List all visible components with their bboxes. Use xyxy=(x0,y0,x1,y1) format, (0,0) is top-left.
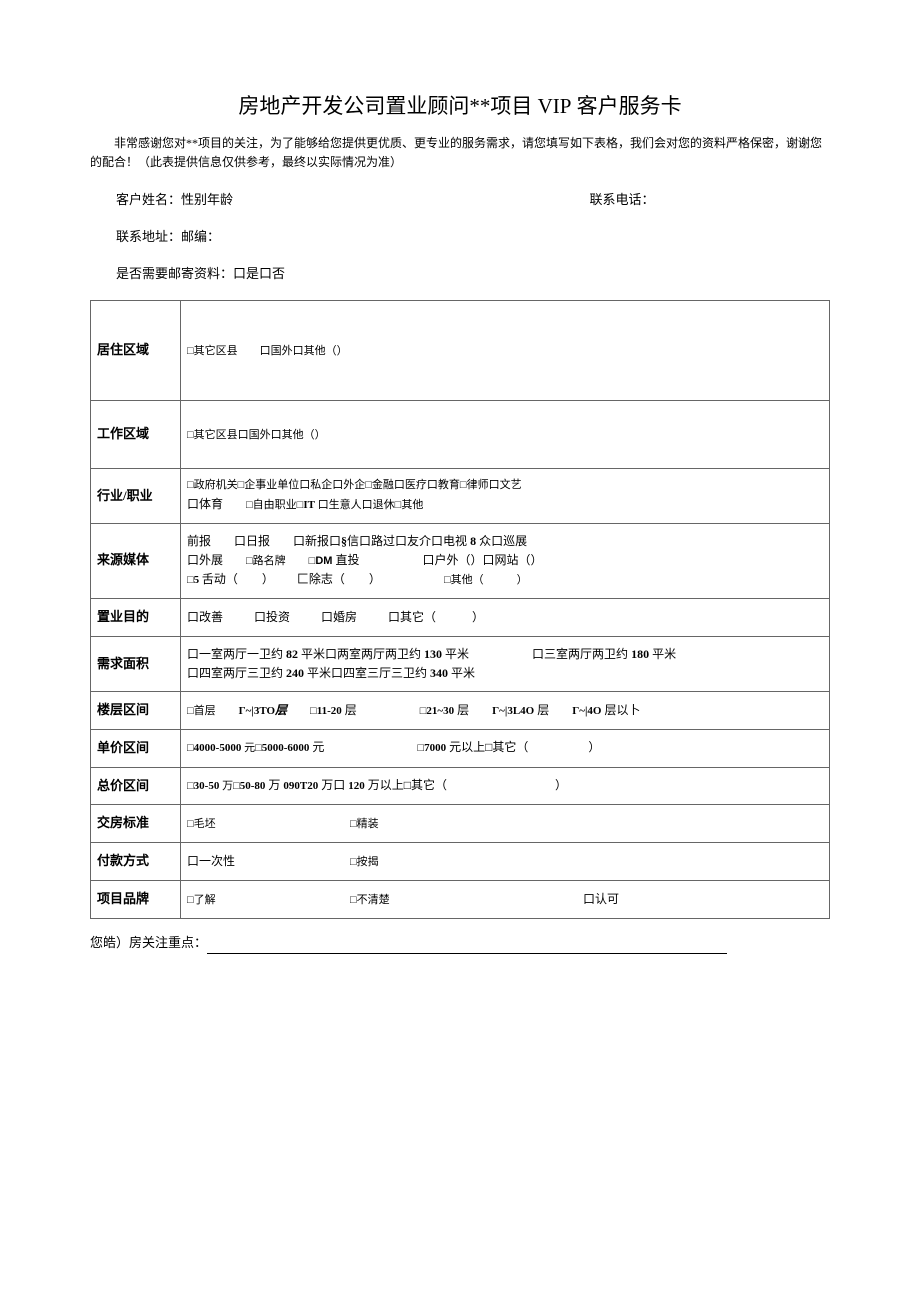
title-post: 客户服务卡 xyxy=(571,94,681,118)
row-media: 来源媒体 前报 口日报 口新报口§信口路过口友介口电视 8 众口巡展 口外展 □… xyxy=(91,523,830,598)
totalprice-cell[interactable]: □30-50 万□50-80 万 090T20 万口 120 万以上□其它（ ） xyxy=(181,767,830,805)
row-pay: 付款方式 口一次性 □按揭 xyxy=(91,843,830,881)
footer-label: 您皓）房关注重点： xyxy=(90,935,207,950)
form-table: 居住区域 □其它区县 口国外口其他（） 工作区域 □其它区县口国外口其他（） 行… xyxy=(90,300,830,919)
row-area: 需求面积 口一室两厅一卫约 82 平米口两室两厅两卫约 130 平米 口三室两厅… xyxy=(91,636,830,691)
purpose-label: 置业目的 xyxy=(91,598,181,636)
footer-focus-line: 您皓）房关注重点： xyxy=(90,933,830,954)
row-floor: 楼层区间 □首层 Γ~|3TO层 □11-20 层 □21~30 层 Γ~|3L… xyxy=(91,692,830,730)
field-address-row: 联系地址：邮编： xyxy=(116,227,830,248)
media-label: 来源媒体 xyxy=(91,523,181,598)
live-region-label: 居住区域 xyxy=(91,301,181,401)
field-name-row: 客户姓名：性别年龄 联系电话： xyxy=(116,190,830,211)
row-work-region: 工作区域 □其它区县口国外口其他（） xyxy=(91,401,830,469)
unitprice-cell[interactable]: □4000-5000 元□5000-6000 元 □7000 元以上□其它（ ） xyxy=(181,729,830,767)
deliver-cell[interactable]: □毛坯 □精装 xyxy=(181,805,830,843)
title-vip: VIP xyxy=(538,94,572,118)
unitprice-label: 单价区间 xyxy=(91,729,181,767)
purpose-cell[interactable]: 口改善 口投资 口婚房 口其它（ ） xyxy=(181,598,830,636)
title-pre: 房地产开发公司置业顾问**项目 xyxy=(238,94,537,118)
live-region-cell[interactable]: □其它区县 口国外口其他（） xyxy=(181,301,830,401)
row-purpose: 置业目的 口改善 口投资 口婚房 口其它（ ） xyxy=(91,598,830,636)
row-totalprice: 总价区间 □30-50 万□50-80 万 090T20 万口 120 万以上□… xyxy=(91,767,830,805)
row-unitprice: 单价区间 □4000-5000 元□5000-6000 元 □7000 元以上□… xyxy=(91,729,830,767)
job-cell[interactable]: □政府机关□企事业单位口私企口外企□金融口医疗口教育□律师口文艺 口体育 □自由… xyxy=(181,469,830,523)
address-label: 联系地址：邮编： xyxy=(116,229,220,244)
customer-name-label: 客户姓名：性别年龄 xyxy=(116,192,233,207)
intro-text: 非常感谢您对**项目的关注，为了能够给您提供更优质、更专业的服务需求，请您填写如… xyxy=(90,134,830,172)
row-brand: 项目品牌 □了解 □不清楚 口认可 xyxy=(91,881,830,919)
footer-blank-line[interactable] xyxy=(207,940,727,954)
media-cell[interactable]: 前报 口日报 口新报口§信口路过口友介口电视 8 众口巡展 口外展 □路名牌 □… xyxy=(181,523,830,598)
phone-label: 联系电话： xyxy=(590,192,655,207)
area-cell[interactable]: 口一室两厅一卫约 82 平米口两室两厅两卫约 130 平米 口三室两厅两卫约 1… xyxy=(181,636,830,691)
totalprice-label: 总价区间 xyxy=(91,767,181,805)
work-region-label: 工作区域 xyxy=(91,401,181,469)
document-title: 房地产开发公司置业顾问**项目 VIP 客户服务卡 xyxy=(90,90,830,124)
deliver-label: 交房标准 xyxy=(91,805,181,843)
floor-label: 楼层区间 xyxy=(91,692,181,730)
row-live-region: 居住区域 □其它区县 口国外口其他（） xyxy=(91,301,830,401)
floor-cell[interactable]: □首层 Γ~|3TO层 □11-20 层 □21~30 层 Γ~|3L4O 层 … xyxy=(181,692,830,730)
pay-label: 付款方式 xyxy=(91,843,181,881)
job-label: 行业/职业 xyxy=(91,469,181,523)
work-region-cell[interactable]: □其它区县口国外口其他（） xyxy=(181,401,830,469)
row-job: 行业/职业 □政府机关□企事业单位口私企口外企□金融口医疗口教育□律师口文艺 口… xyxy=(91,469,830,523)
brand-cell[interactable]: □了解 □不清楚 口认可 xyxy=(181,881,830,919)
row-deliver: 交房标准 □毛坯 □精装 xyxy=(91,805,830,843)
mail-label: 是否需要邮寄资料：口是口否 xyxy=(116,266,285,281)
brand-label: 项目品牌 xyxy=(91,881,181,919)
field-mail-row: 是否需要邮寄资料：口是口否 xyxy=(116,264,830,285)
pay-cell[interactable]: 口一次性 □按揭 xyxy=(181,843,830,881)
area-label: 需求面积 xyxy=(91,636,181,691)
